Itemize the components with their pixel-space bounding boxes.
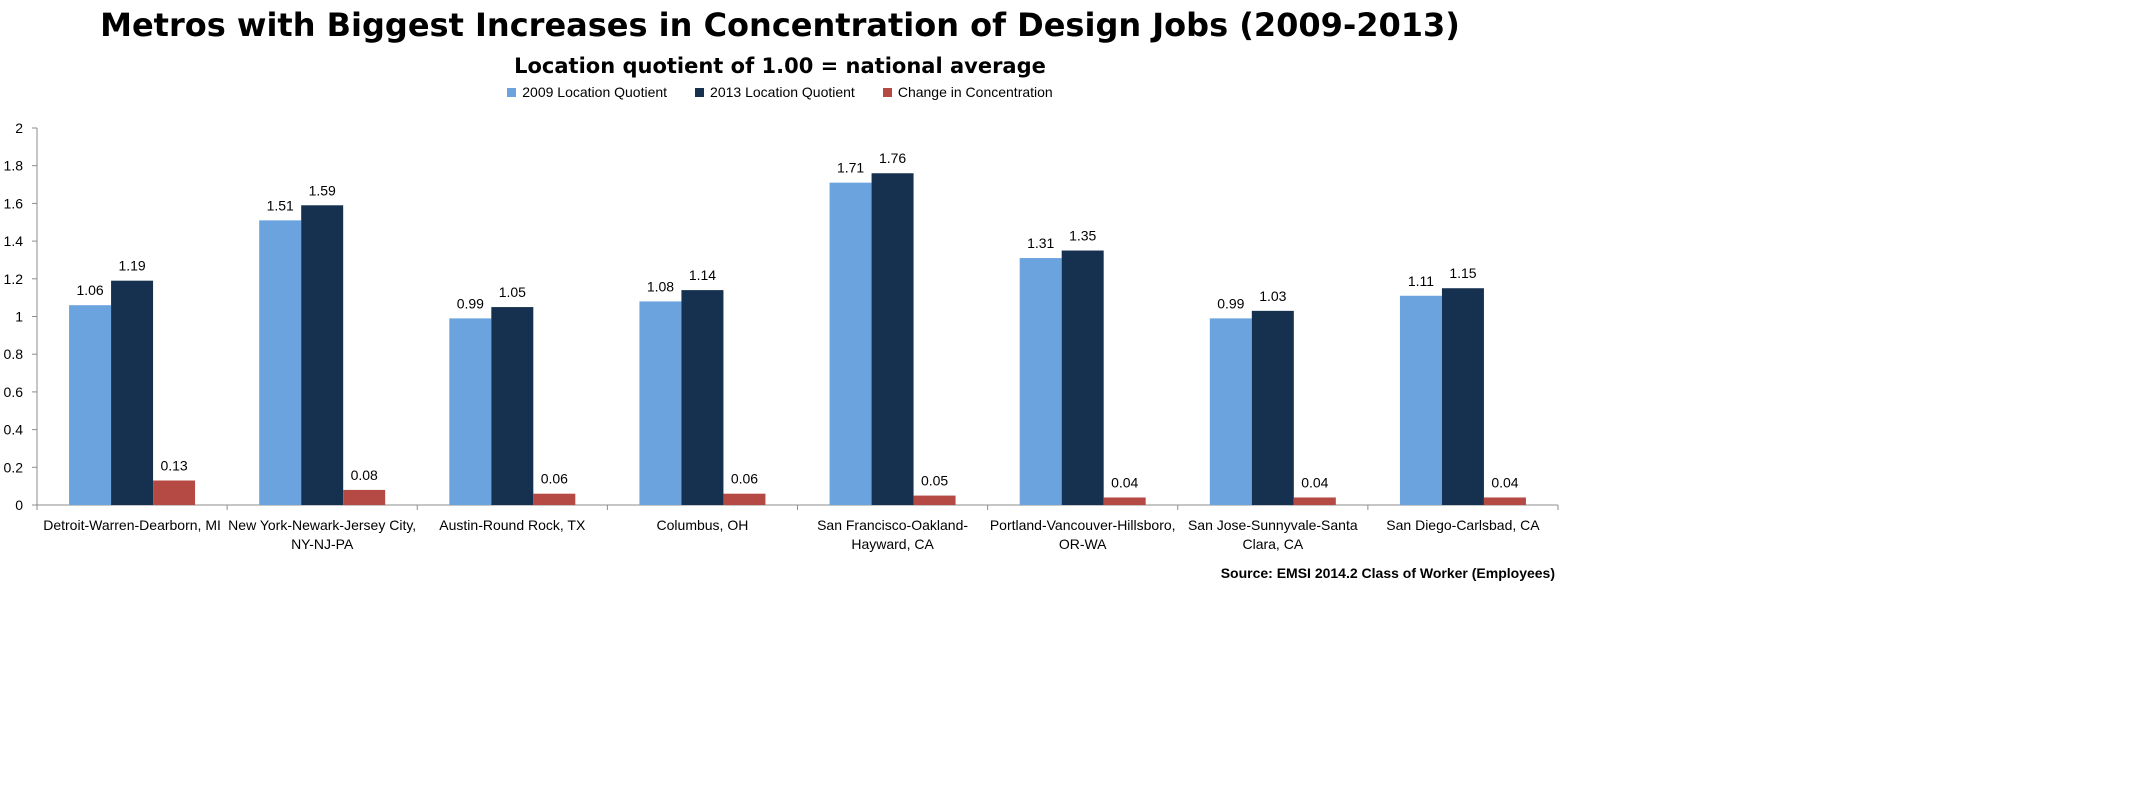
y-tick-label: 0.2: [4, 459, 24, 475]
data-label: 1.71: [837, 160, 864, 176]
y-tick-label: 1.8: [4, 158, 24, 174]
x-tick-label: Hayward, CA: [851, 536, 934, 552]
legend-swatch-2013: [695, 87, 705, 97]
bar: [1209, 318, 1252, 505]
bar: [69, 305, 112, 505]
bar: [1019, 258, 1062, 505]
data-label: 1.14: [689, 267, 716, 283]
data-label: 1.19: [118, 258, 145, 274]
data-label: 1.76: [879, 150, 906, 166]
bar: [829, 182, 872, 506]
bar: [111, 280, 154, 505]
legend: 2009 Location Quotient 2013 Location Quo…: [0, 84, 1560, 100]
x-tick-label: Austin-Round Rock, TX: [439, 517, 586, 533]
bar: [491, 307, 534, 505]
bar: [1441, 288, 1484, 505]
y-tick-label: 2: [15, 120, 23, 136]
bar: [343, 489, 386, 505]
bar: [1103, 497, 1146, 505]
data-label: 0.13: [160, 457, 187, 473]
x-tick-label: Clara, CA: [1242, 536, 1303, 552]
bar: [639, 301, 682, 505]
bar: [153, 480, 196, 505]
y-tick-label: 1.4: [4, 233, 24, 249]
legend-label-change: Change in Concentration: [897, 84, 1053, 100]
x-tick-label: New York-Newark-Jersey City,: [228, 517, 416, 533]
data-label: 1.51: [267, 197, 294, 213]
x-tick-label: San Jose-Sunnyvale-Santa: [1188, 517, 1358, 533]
bar: [1061, 250, 1104, 505]
x-tick-label: San Diego-Carlsbad, CA: [1386, 517, 1540, 533]
bar: [871, 173, 914, 506]
bar: [681, 290, 724, 505]
data-label: 0.08: [351, 467, 378, 483]
data-label: 1.59: [309, 182, 336, 198]
y-tick-label: 0.6: [4, 384, 24, 400]
x-tick-label: Portland-Vancouver-Hillsboro,: [990, 517, 1176, 533]
bar: [449, 318, 492, 505]
x-tick-label: Columbus, OH: [657, 517, 749, 533]
y-tick-label: 0.8: [4, 346, 24, 362]
bar: [1483, 497, 1526, 505]
x-tick-label: OR-WA: [1059, 536, 1107, 552]
x-tick-label: NY-NJ-PA: [291, 536, 354, 552]
data-label: 0.06: [731, 471, 758, 487]
source-note: Source: EMSI 2014.2 Class of Worker (Emp…: [1220, 565, 1555, 581]
y-tick-label: 1: [15, 309, 23, 325]
data-label: 1.05: [499, 284, 526, 300]
chart-title: Metros with Biggest Increases in Concent…: [100, 6, 1460, 44]
legend-swatch-change: [882, 87, 892, 97]
x-tick-label: Detroit-Warren-Dearborn, MI: [43, 517, 221, 533]
data-label: 1.11: [1408, 273, 1434, 289]
data-label: 1.08: [647, 278, 674, 294]
bar: [1293, 497, 1336, 505]
data-label: 0.04: [1491, 474, 1518, 490]
data-label: 0.99: [1217, 295, 1244, 311]
bar: [259, 220, 302, 506]
y-tick-label: 1.6: [4, 195, 24, 211]
bar: [1251, 310, 1294, 505]
x-tick-label: San Francisco-Oakland-: [817, 517, 968, 533]
data-label: 0.06: [541, 471, 568, 487]
legend-swatch-2009: [507, 87, 517, 97]
y-tick-label: 0: [15, 497, 23, 513]
data-label: 1.35: [1069, 228, 1096, 244]
data-label: 0.99: [457, 295, 484, 311]
bar: [533, 493, 576, 505]
data-label: 0.04: [1301, 474, 1328, 490]
bar: [913, 495, 956, 505]
data-label: 1.03: [1259, 288, 1286, 304]
legend-item-2009: 2009 Location Quotient: [507, 84, 667, 100]
legend-label-2013: 2013 Location Quotient: [710, 84, 855, 100]
data-label: 0.04: [1111, 474, 1138, 490]
data-label: 0.05: [921, 473, 948, 489]
bar: [723, 493, 766, 505]
bar: [301, 205, 344, 505]
y-tick-label: 1.2: [4, 271, 24, 287]
legend-item-2013: 2013 Location Quotient: [695, 84, 855, 100]
bar: [1399, 295, 1442, 505]
data-label: 1.15: [1449, 265, 1476, 281]
data-label: 1.31: [1027, 235, 1054, 251]
data-label: 1.06: [76, 282, 103, 298]
legend-label-2009: 2009 Location Quotient: [522, 84, 668, 100]
y-tick-label: 0.4: [4, 422, 24, 438]
legend-item-change: Change in Concentration: [882, 84, 1053, 100]
chart-subtitle: Location quotient of 1.00 = national ave…: [514, 54, 1046, 78]
